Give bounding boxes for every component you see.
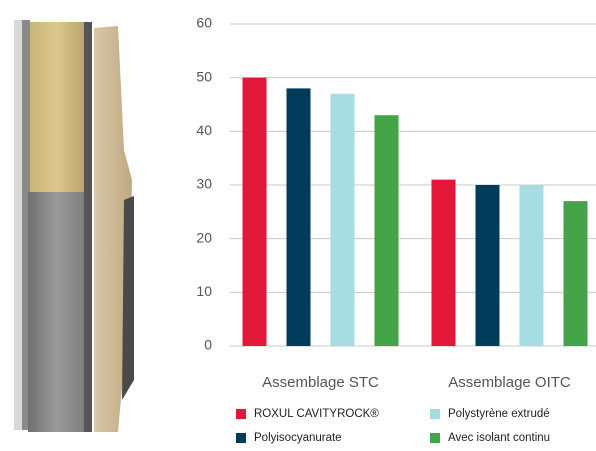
bar [431,179,456,346]
y-tick-label: 10 [196,283,212,299]
bar [242,77,267,347]
legend-swatch [236,433,246,443]
bar [519,185,544,346]
bar [286,88,311,347]
y-tick-label: 50 [196,68,212,84]
x-tick-label: Assemblage OITC [448,374,571,391]
y-tick-label: 60 [196,15,212,31]
legend-label: ROXUL CAVITYROCK® [254,408,379,420]
legend-label: Avec isolant continu [448,432,550,444]
y-tick-label: 0 [204,337,212,353]
y-tick-label: 20 [196,229,212,245]
legend-label: Polystyrène extrudé [448,408,550,420]
legend-swatch [430,409,440,419]
bar [475,185,500,346]
legend-swatch [430,433,440,443]
legend-label: Polyisocyanurate [254,432,342,444]
x-tick-label: Assemblage STC [262,374,379,391]
bar [374,115,399,346]
y-tick-label: 40 [196,122,212,138]
bar [563,201,588,346]
wall-photo [14,20,134,432]
legend-swatch [236,409,246,419]
bar [330,93,355,347]
y-tick-label: 30 [196,176,212,192]
